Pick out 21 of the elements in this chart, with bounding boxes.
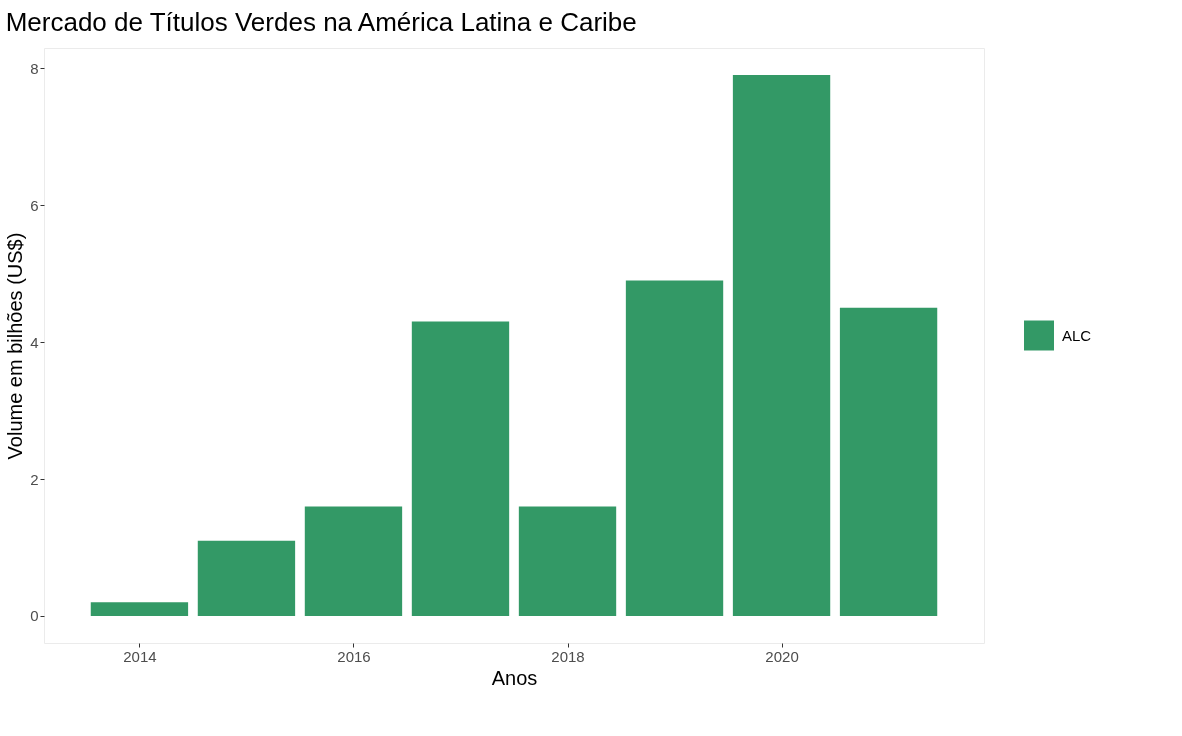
y-tick-label: 2 — [30, 470, 39, 488]
legend-label: ALC — [1062, 326, 1092, 344]
bar — [304, 506, 403, 616]
bar — [197, 540, 296, 616]
chart-title: Mercado de Títulos Verdes na América Latina e Caribe — [5, 7, 637, 37]
bar — [625, 280, 724, 616]
x-tick-label: 2018 — [551, 647, 585, 665]
bar — [732, 75, 831, 616]
x-tick-label: 2014 — [123, 647, 157, 665]
x-tick-label: 2016 — [337, 647, 371, 665]
y-tick-label: 4 — [30, 333, 39, 351]
bar — [411, 321, 510, 616]
y-tick-label: 6 — [30, 196, 39, 214]
y-tick-label: 0 — [30, 607, 39, 625]
y-tick-label: 8 — [30, 59, 39, 77]
bar — [518, 506, 617, 616]
bar — [90, 602, 189, 616]
x-axis-title: Anos — [491, 666, 538, 689]
x-tick-label: 2020 — [765, 647, 799, 665]
bar — [839, 307, 938, 616]
y-axis-title: Volume em bilhões (US$) — [4, 232, 27, 460]
